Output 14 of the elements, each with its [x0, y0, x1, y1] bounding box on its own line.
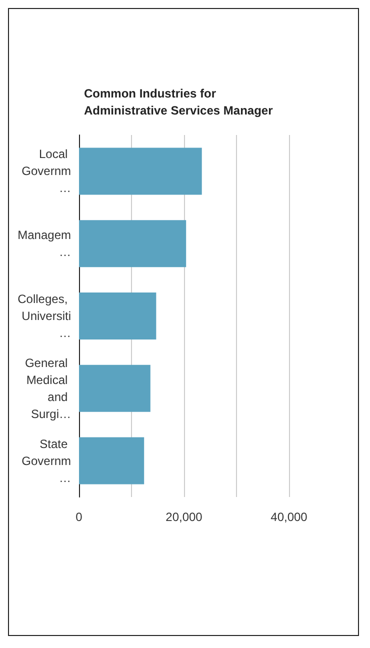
bar [79, 292, 156, 340]
x-tick-label: 20,000 [166, 510, 203, 524]
y-tick-label: Managem… [18, 228, 71, 260]
y-tick-label: Local Governm… [22, 147, 71, 196]
x-tick-label: 0 [76, 510, 83, 524]
y-tick-label: State Governm… [22, 436, 71, 485]
bar [79, 437, 144, 484]
x-tick-label: 40,000 [270, 510, 308, 524]
chart-title: Common Industries for Administrative Services Manager [84, 86, 274, 118]
y-tick-label: Colleges, Universiti… [18, 292, 71, 340]
bar [79, 148, 202, 195]
y-tick-label: General Medical and Surgi… [24, 356, 71, 421]
bar [79, 220, 186, 268]
bar [79, 364, 150, 412]
